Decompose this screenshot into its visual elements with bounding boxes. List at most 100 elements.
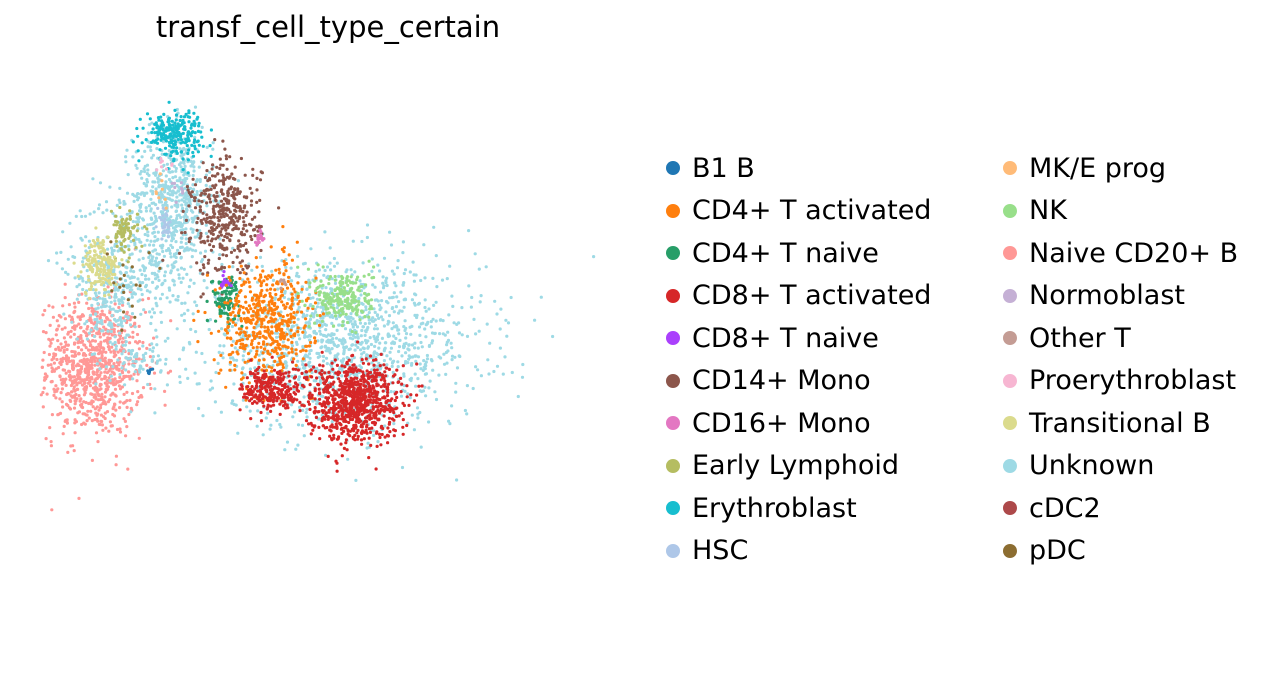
data-point	[102, 325, 106, 329]
data-point	[450, 294, 454, 298]
data-point	[176, 131, 180, 135]
data-point	[180, 203, 184, 207]
data-point	[69, 335, 73, 339]
data-point	[65, 347, 69, 352]
data-point	[88, 379, 92, 383]
data-point	[141, 340, 145, 345]
data-point	[52, 361, 57, 365]
data-point	[69, 245, 73, 249]
data-point	[128, 234, 132, 238]
data-point	[296, 333, 301, 337]
data-point	[110, 345, 114, 349]
data-point	[114, 344, 118, 348]
data-point	[255, 345, 259, 349]
data-point	[111, 272, 115, 277]
data-point	[373, 285, 377, 289]
data-point	[390, 296, 394, 300]
data-point	[388, 350, 392, 354]
data-point	[211, 141, 215, 145]
data-point	[73, 421, 77, 425]
data-point	[192, 119, 196, 123]
data-point	[211, 163, 215, 167]
data-point	[341, 320, 345, 324]
data-point	[134, 163, 138, 167]
data-point	[369, 298, 374, 302]
data-point	[149, 197, 153, 201]
data-point	[280, 290, 284, 294]
data-point	[271, 278, 276, 282]
data-point	[93, 244, 97, 248]
data-point	[407, 354, 411, 358]
data-point	[198, 229, 202, 233]
data-point	[136, 390, 140, 394]
data-point	[90, 339, 94, 343]
data-point	[205, 286, 209, 290]
data-point	[173, 142, 177, 147]
data-point	[208, 318, 212, 322]
data-point	[48, 426, 52, 430]
data-point	[236, 219, 240, 223]
data-point	[244, 241, 248, 245]
data-point	[233, 368, 237, 372]
data-point	[54, 396, 58, 400]
data-point	[58, 374, 62, 378]
data-point	[385, 276, 389, 280]
data-point	[243, 173, 247, 177]
data-point	[386, 334, 390, 339]
data-point	[425, 353, 429, 358]
data-point	[278, 422, 282, 427]
data-point	[359, 366, 363, 370]
data-point	[146, 145, 150, 149]
data-point	[41, 358, 45, 362]
data-point	[188, 132, 192, 136]
data-point	[341, 337, 345, 341]
data-point	[257, 362, 261, 366]
data-point	[85, 269, 89, 273]
data-point	[107, 376, 111, 380]
data-point	[350, 322, 355, 326]
data-point	[107, 274, 111, 278]
data-point	[106, 345, 110, 349]
data-point	[347, 306, 351, 310]
data-point	[222, 332, 226, 336]
data-point	[282, 272, 286, 276]
data-point	[308, 285, 312, 289]
data-point	[297, 305, 301, 309]
data-point	[169, 243, 173, 247]
data-point	[112, 414, 117, 418]
data-point	[137, 159, 141, 163]
data-point	[271, 283, 275, 287]
data-point	[450, 358, 454, 362]
data-point	[163, 270, 167, 274]
data-point	[189, 126, 193, 130]
data-point	[354, 478, 358, 482]
data-point	[265, 342, 269, 346]
data-point	[147, 204, 151, 208]
data-point	[160, 124, 164, 128]
data-point	[84, 254, 88, 258]
data-point	[213, 400, 217, 404]
data-point	[289, 312, 293, 316]
data-point	[131, 155, 135, 159]
data-point	[402, 342, 406, 346]
data-point	[337, 323, 341, 327]
data-point	[122, 392, 126, 396]
data-point	[196, 115, 200, 119]
data-point	[209, 239, 214, 243]
data-point	[358, 289, 362, 293]
data-point	[171, 294, 175, 298]
data-point	[252, 302, 256, 306]
data-point	[307, 352, 312, 356]
data-point	[54, 347, 58, 351]
data-point	[84, 413, 88, 417]
data-point	[221, 212, 225, 216]
data-point	[211, 207, 215, 211]
data-point	[196, 216, 200, 220]
data-point	[108, 379, 112, 383]
data-point	[170, 239, 174, 243]
data-point	[92, 210, 96, 214]
data-point	[263, 308, 267, 312]
data-point	[101, 401, 105, 405]
data-point	[392, 334, 396, 338]
data-point	[262, 365, 266, 369]
